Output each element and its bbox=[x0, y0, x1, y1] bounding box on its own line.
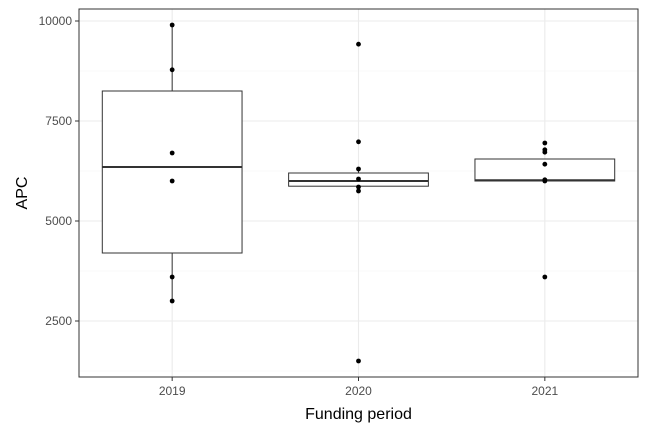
data-point bbox=[356, 139, 361, 145]
data-point bbox=[542, 140, 548, 146]
y-axis-ticks: 2500 5000 7500 10000 bbox=[39, 14, 79, 328]
x-axis-title: Funding period bbox=[305, 406, 412, 423]
data-point bbox=[542, 274, 548, 280]
data-point bbox=[542, 178, 548, 184]
y-tick-label: 5000 bbox=[45, 214, 72, 228]
data-point bbox=[356, 358, 361, 364]
y-tick-label: 2500 bbox=[45, 314, 72, 328]
data-point bbox=[356, 188, 361, 194]
data-point bbox=[356, 176, 361, 182]
data-point bbox=[169, 22, 175, 28]
y-axis-title: APC bbox=[14, 177, 31, 210]
data-point bbox=[169, 150, 175, 156]
data-point bbox=[542, 149, 548, 155]
box-body bbox=[101, 90, 243, 254]
data-point bbox=[169, 298, 175, 304]
data-point bbox=[542, 161, 548, 167]
x-axis-ticks: 2019 2020 2021 bbox=[159, 377, 559, 398]
y-tick-label: 7500 bbox=[45, 114, 72, 128]
data-point bbox=[356, 41, 361, 47]
data-point bbox=[169, 67, 175, 73]
data-point bbox=[169, 274, 175, 280]
data-point bbox=[356, 166, 361, 172]
box-2019 bbox=[101, 25, 243, 301]
data-point bbox=[169, 178, 175, 184]
box-2021 bbox=[474, 158, 616, 182]
x-tick-label: 2021 bbox=[531, 384, 558, 398]
data-point bbox=[356, 184, 361, 190]
x-tick-label: 2019 bbox=[159, 384, 186, 398]
y-tick-label: 10000 bbox=[39, 14, 73, 28]
x-tick-label: 2020 bbox=[345, 384, 372, 398]
data-points bbox=[169, 22, 548, 364]
